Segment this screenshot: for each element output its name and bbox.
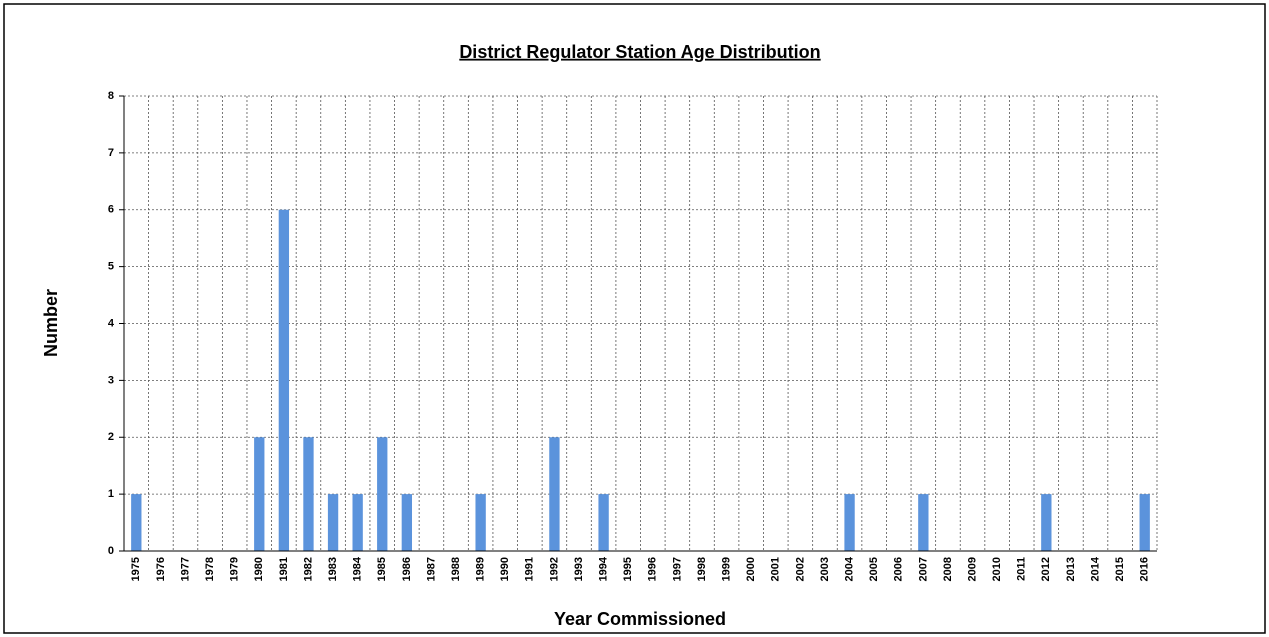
- x-tick-label: 1984: [352, 556, 364, 581]
- y-tick-label: 5: [108, 261, 114, 273]
- x-tick-label: 1977: [179, 557, 191, 581]
- bar: [1041, 494, 1052, 551]
- bar: [598, 494, 609, 551]
- x-tick-label: 2016: [1139, 557, 1151, 581]
- x-tick-label: 1989: [475, 557, 487, 581]
- frame: [3, 3, 1266, 634]
- x-tick-label: 1999: [720, 557, 732, 581]
- x-tick-label: 2015: [1114, 557, 1126, 581]
- x-tick-label: 2002: [794, 557, 806, 581]
- x-tick-label: 2014: [1089, 556, 1101, 581]
- x-tick-label: 2001: [770, 557, 782, 581]
- x-tick-label: 1991: [524, 557, 536, 581]
- y-tick-label: 2: [108, 431, 114, 443]
- x-tick-label: 1996: [647, 557, 659, 581]
- x-tick-label: 1992: [548, 557, 560, 581]
- bar: [377, 437, 388, 551]
- bar: [327, 494, 339, 551]
- x-tick-label: 2005: [868, 557, 880, 581]
- bar: [254, 437, 265, 551]
- x-tick-label: 1995: [622, 557, 634, 581]
- y-tick-label: 6: [108, 204, 114, 216]
- bar: [278, 209, 290, 551]
- x-tick-label: 1993: [573, 557, 585, 581]
- x-tick-label: 2010: [991, 557, 1003, 581]
- x-tick-label: 2007: [917, 557, 929, 581]
- x-tick-label: 1994: [598, 556, 610, 581]
- x-axis-label: Year Commissioned: [554, 609, 726, 629]
- bar: [549, 437, 560, 551]
- x-tick-label: 2013: [1065, 557, 1077, 581]
- x-tick-label: 2000: [745, 557, 757, 581]
- y-tick-label: 1: [108, 488, 114, 500]
- x-tick-label: 1981: [278, 557, 290, 581]
- x-tick-label: 2011: [1016, 557, 1028, 581]
- x-tick-label: 2003: [819, 557, 831, 581]
- bar: [475, 494, 486, 551]
- chart-title: District Regulator Station Age Distribut…: [459, 42, 820, 62]
- bar: [844, 494, 855, 551]
- x-tick-label: 1978: [204, 557, 216, 581]
- y-tick-label: 4: [108, 317, 115, 329]
- y-tick-label: 0: [108, 545, 114, 557]
- y-tick-label: 3: [108, 374, 114, 386]
- x-tick-label: 1998: [696, 557, 708, 581]
- y-axis-label: Number: [41, 289, 61, 357]
- x-tick-label: 1982: [302, 557, 314, 581]
- x-tick-label: 1979: [229, 557, 241, 581]
- x-tick-label: 2008: [942, 557, 954, 581]
- x-tick-label: 1997: [671, 557, 683, 581]
- bar: [1139, 494, 1150, 551]
- x-tick-label: 1990: [499, 557, 511, 581]
- x-tick-label: 1986: [401, 557, 413, 581]
- bar: [303, 437, 314, 551]
- x-tick-label: 1983: [327, 557, 339, 581]
- bar: [401, 494, 413, 551]
- bar: [352, 494, 363, 551]
- bar: [918, 494, 929, 551]
- x-tick-label: 1975: [130, 557, 142, 581]
- x-tick-label: 1980: [253, 557, 265, 581]
- x-tick-label: 1988: [450, 557, 462, 581]
- x-tick-label: 2009: [966, 557, 978, 581]
- y-tick-label: 8: [108, 90, 114, 102]
- x-tick-label: 2004: [843, 556, 855, 581]
- bar: [131, 494, 142, 551]
- x-tick-label: 1976: [155, 557, 167, 581]
- x-tick-label: 2012: [1040, 557, 1052, 581]
- x-tick-label: 1987: [425, 557, 437, 581]
- x-tick-label: 2006: [893, 557, 905, 581]
- x-tick-label: 1985: [376, 557, 388, 581]
- y-tick-label: 7: [108, 147, 114, 159]
